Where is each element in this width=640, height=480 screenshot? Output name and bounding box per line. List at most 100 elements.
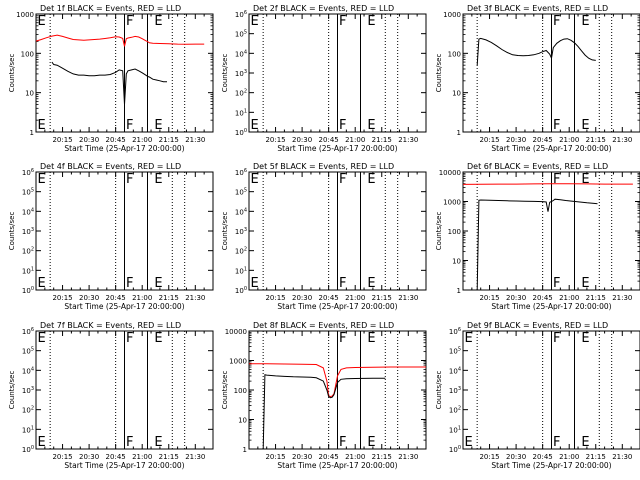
event-marker-bottom: F <box>339 435 346 450</box>
y-axis-label: Counts/sec <box>435 212 443 251</box>
y-axis-label: Counts/sec <box>8 54 16 93</box>
x-tick-label: 20:45 <box>106 136 126 144</box>
y-tick-label: 10 <box>452 90 461 98</box>
y-axis-label: Counts/sec <box>8 212 16 251</box>
event-marker-top: E <box>251 14 259 29</box>
y-tick-label: 10 <box>452 258 461 266</box>
x-tick-label: 20:30 <box>79 453 99 461</box>
y-tick-exponent: 6 <box>244 168 247 174</box>
y-tick-label: 102 <box>22 406 34 415</box>
y-tick-label: 103 <box>235 227 247 236</box>
x-tick-label: 20:30 <box>506 136 526 144</box>
x-tick-label: 21:15 <box>586 294 606 302</box>
event-marker-bottom: E <box>251 276 259 291</box>
event-marker-bottom: E <box>581 435 589 450</box>
x-axis-label: Start Time (25-Apr-17 20:00:00) <box>277 144 397 153</box>
y-tick-exponent: 3 <box>458 386 461 392</box>
x-tick-label: 21:00 <box>559 453 579 461</box>
x-tick-label: 21:00 <box>132 453 152 461</box>
panel-title: Det 1f BLACK = Events, RED = LLD <box>40 4 181 13</box>
event-marker-bottom: E <box>367 435 375 450</box>
x-tick-label: 20:45 <box>319 294 339 302</box>
event-marker-top: E <box>154 14 162 29</box>
y-tick-exponent: 6 <box>458 327 461 333</box>
x-tick-label: 21:30 <box>612 453 632 461</box>
y-tick-label: 105 <box>22 188 34 197</box>
y-tick-label: 106 <box>22 327 34 336</box>
y-tick-label: 102 <box>22 247 34 256</box>
x-tick-label: 21:30 <box>612 294 632 302</box>
x-tick-label: 21:15 <box>586 453 606 461</box>
event-marker-bottom: E <box>38 118 46 133</box>
event-marker-top: F <box>553 331 560 346</box>
panel-title: Det 9f BLACK = Events, RED = LLD <box>467 321 608 330</box>
y-tick-exponent: 3 <box>31 227 34 233</box>
y-tick-label: 103 <box>449 386 461 395</box>
x-tick-label: 20:45 <box>319 453 339 461</box>
event-marker-top: E <box>154 172 162 187</box>
y-axis-label: Counts/sec <box>435 371 443 410</box>
event-marker-bottom: E <box>154 118 162 133</box>
y-tick-exponent: 4 <box>31 366 34 372</box>
x-tick-label: 20:30 <box>506 453 526 461</box>
x-axis-label: Start Time (25-Apr-17 20:00:00) <box>64 144 184 153</box>
x-tick-label: 20:45 <box>319 136 339 144</box>
x-tick-label: 20:30 <box>79 136 99 144</box>
y-tick-exponent: 5 <box>458 347 461 353</box>
event-marker-top: F <box>126 172 133 187</box>
panel-title: Det 5f BLACK = Events, RED = LLD <box>253 162 394 171</box>
panel-title: Det 4f BLACK = Events, RED = LLD <box>40 162 181 171</box>
events-series-line <box>476 198 598 291</box>
y-tick-label: 105 <box>449 347 461 356</box>
x-tick-label: 21:30 <box>185 294 205 302</box>
y-tick-label: 104 <box>235 49 247 58</box>
detector-panel-8: Det 8f BLACK = Events, RED = LLD 1 10 100 10… <box>221 321 427 470</box>
detector-panel-5: Det 5f BLACK = Events, RED = LLD10010110… <box>221 162 427 311</box>
events-series-line <box>51 61 167 105</box>
x-tick-label: 20:30 <box>292 136 312 144</box>
lld-series-line <box>35 34 205 47</box>
lld-series-line <box>462 183 633 185</box>
x-tick-label: 20:45 <box>533 294 553 302</box>
event-marker-top: F <box>553 14 560 29</box>
y-tick-exponent: 2 <box>458 406 461 412</box>
y-tick-exponent: 4 <box>244 207 247 213</box>
event-marker-top: E <box>465 331 473 346</box>
x-tick-label: 20:15 <box>479 294 499 302</box>
events-series-line <box>476 37 596 66</box>
y-tick-label: 103 <box>235 69 247 78</box>
x-tick-label: 20:15 <box>479 453 499 461</box>
y-tick-label: 100 <box>22 286 34 295</box>
panel-title: Det 3f BLACK = Events, RED = LLD <box>467 4 608 13</box>
x-axis-label: Start Time (25-Apr-17 20:00:00) <box>277 302 397 311</box>
event-marker-top: F <box>339 14 346 29</box>
x-tick-label: 21:15 <box>372 453 392 461</box>
y-axis-label: Counts/sec <box>8 371 16 410</box>
event-marker-bottom: E <box>154 276 162 291</box>
x-tick-label: 20:30 <box>292 294 312 302</box>
x-tick-label: 21:15 <box>372 294 392 302</box>
y-tick-exponent: 0 <box>31 445 34 451</box>
event-marker-bottom: F <box>339 276 346 291</box>
y-tick-label: 101 <box>449 425 461 434</box>
y-tick-label: 105 <box>22 347 34 356</box>
x-tick-label: 20:15 <box>52 453 72 461</box>
x-tick-label: 21:15 <box>159 453 179 461</box>
event-marker-top: E <box>38 331 46 346</box>
detector-panel-6: Det 6f BLACK = Events, RED = LLD 1 10 100 10… <box>435 162 640 311</box>
y-tick-exponent: 3 <box>244 227 247 233</box>
x-tick-label: 20:15 <box>52 136 72 144</box>
x-tick-label: 20:15 <box>479 136 499 144</box>
y-tick-label: 102 <box>235 89 247 98</box>
x-axis-label: Start Time (25-Apr-17 20:00:00) <box>64 302 184 311</box>
x-tick-label: 21:15 <box>586 136 606 144</box>
y-tick-label: 102 <box>235 247 247 256</box>
y-tick-label: 104 <box>449 366 461 375</box>
y-tick-label: 106 <box>235 10 247 19</box>
y-tick-label: 102 <box>449 406 461 415</box>
y-tick-exponent: 1 <box>458 425 461 431</box>
detector-panel-7: Det 7f BLACK = Events, RED = LLD10010110… <box>8 321 214 470</box>
x-tick-label: 21:15 <box>372 136 392 144</box>
y-tick-exponent: 6 <box>31 168 34 174</box>
